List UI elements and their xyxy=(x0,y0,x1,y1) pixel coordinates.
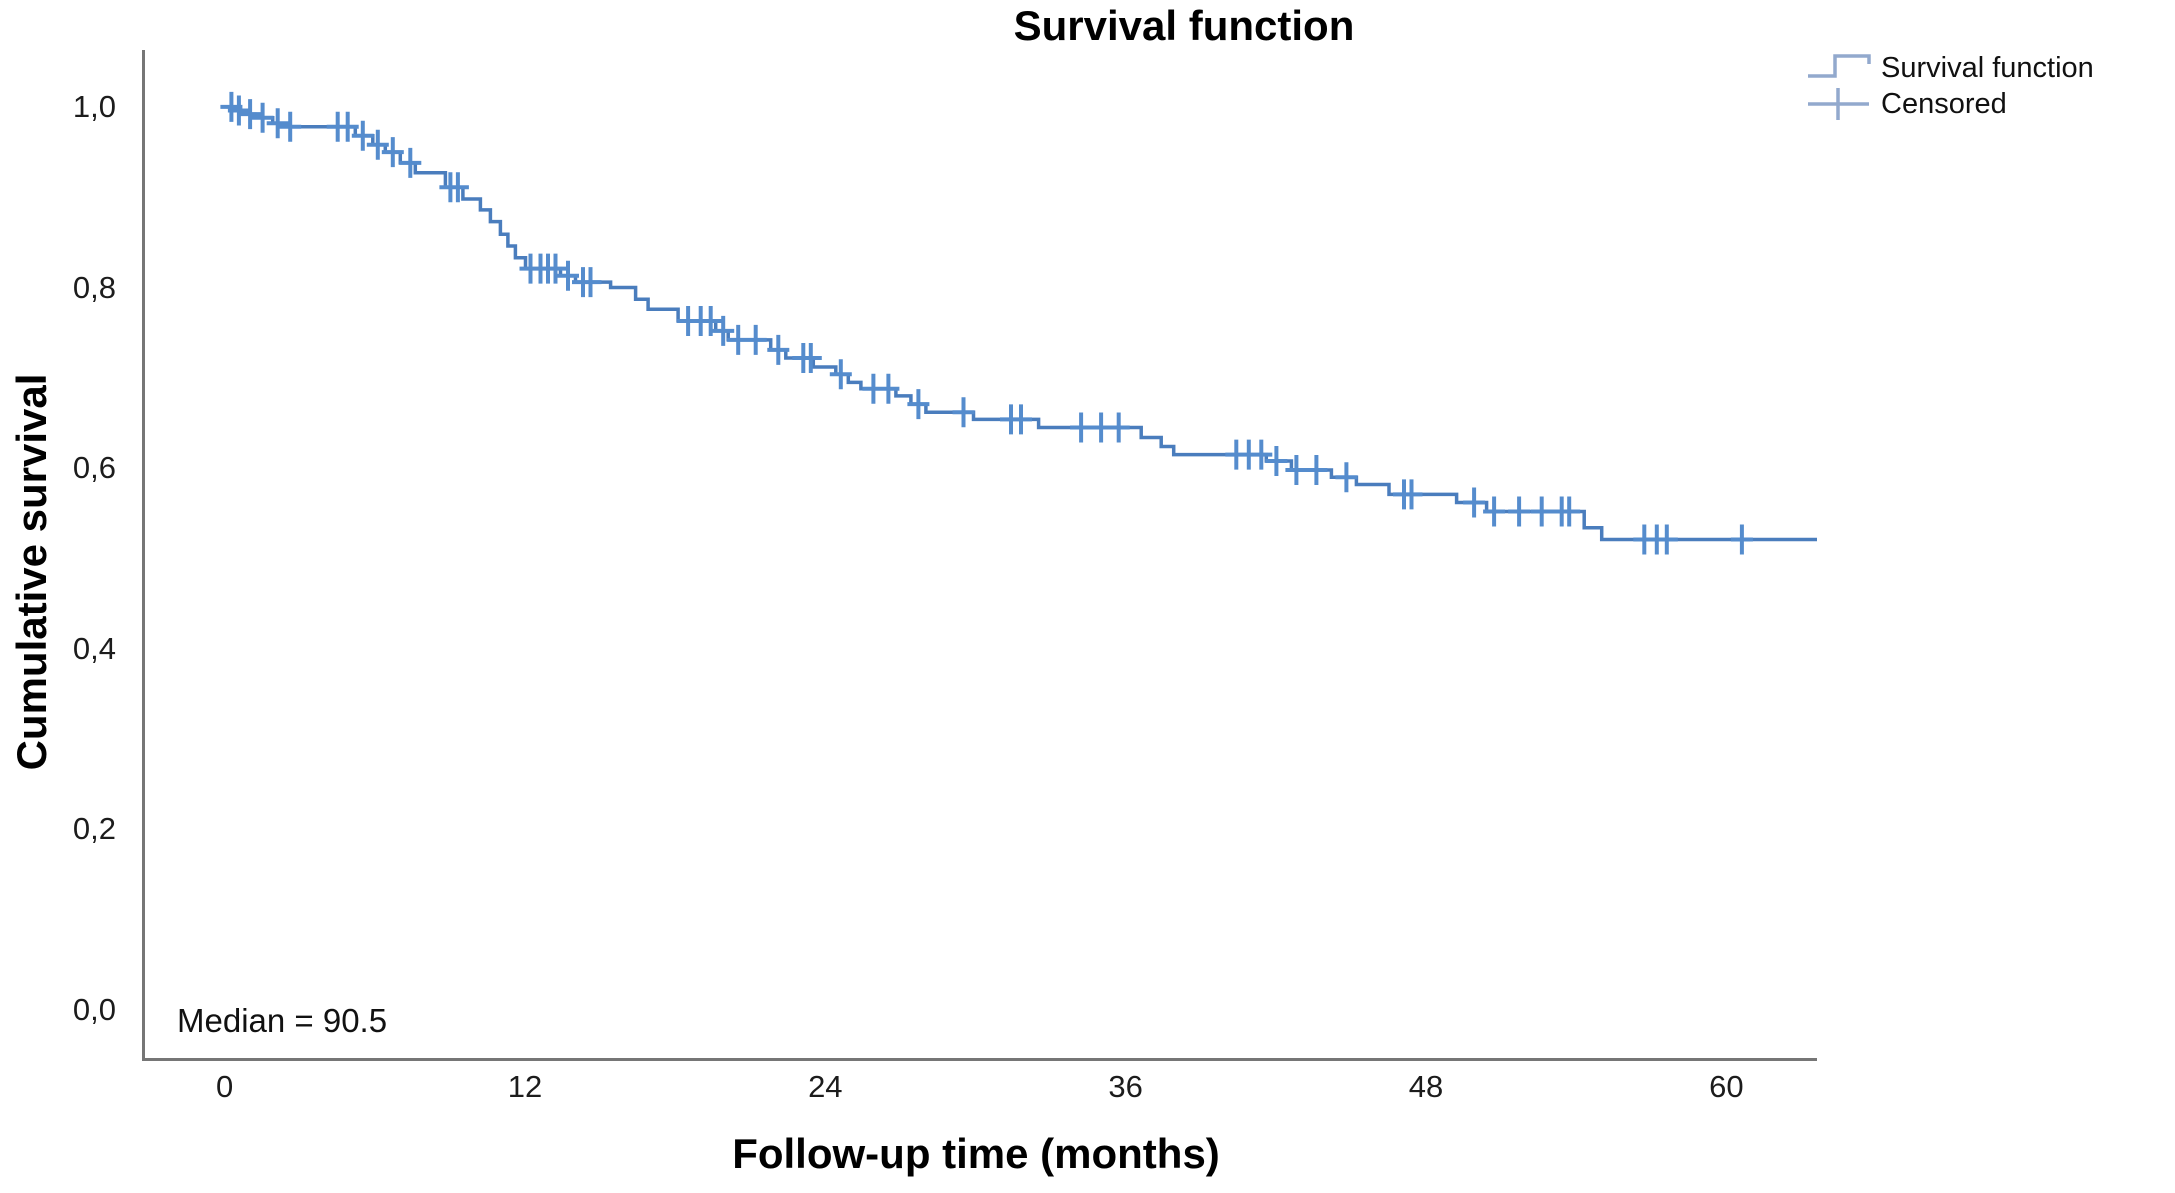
y-axis-title: Cumulative survival xyxy=(8,373,55,771)
legend: Survival function Censored xyxy=(1805,50,2094,122)
y-tick-label: 0,6 xyxy=(72,450,116,486)
survival-step-curve xyxy=(227,105,1817,542)
x-tick-label: 36 xyxy=(1108,1069,1143,1104)
legend-item-censored: Censored xyxy=(1805,86,2094,122)
x-axis-title: Follow-up time (months) xyxy=(732,1130,1220,1177)
x-tick-label: 12 xyxy=(507,1069,543,1104)
plot-area xyxy=(142,50,1817,1061)
y-tick-label: 0,0 xyxy=(72,992,116,1028)
step-line-icon xyxy=(1808,54,1871,78)
x-tick-label: 48 xyxy=(1408,1069,1444,1104)
y-tick-label: 0,2 xyxy=(72,811,116,847)
chart-title: Survival function xyxy=(1013,2,1355,49)
x-tick-label: 0 xyxy=(215,1069,234,1104)
legend-label-censored: Censored xyxy=(1881,87,2007,120)
legend-item-survival-function: Survival function xyxy=(1805,50,2094,86)
y-tick-label: 0,4 xyxy=(72,630,116,666)
y-tick-label: 1,0 xyxy=(72,88,116,124)
survival-curve-svg xyxy=(220,91,1817,555)
x-tick-label: 24 xyxy=(808,1069,843,1104)
x-tick-label: 60 xyxy=(1709,1069,1744,1104)
median-annotation: Median = 90.5 xyxy=(177,1002,388,1039)
plus-marker-icon xyxy=(1808,88,1869,120)
censored-marks xyxy=(220,91,1753,555)
legend-label-survival-function: Survival function xyxy=(1881,51,2094,84)
y-tick-label: 0,8 xyxy=(72,269,116,305)
